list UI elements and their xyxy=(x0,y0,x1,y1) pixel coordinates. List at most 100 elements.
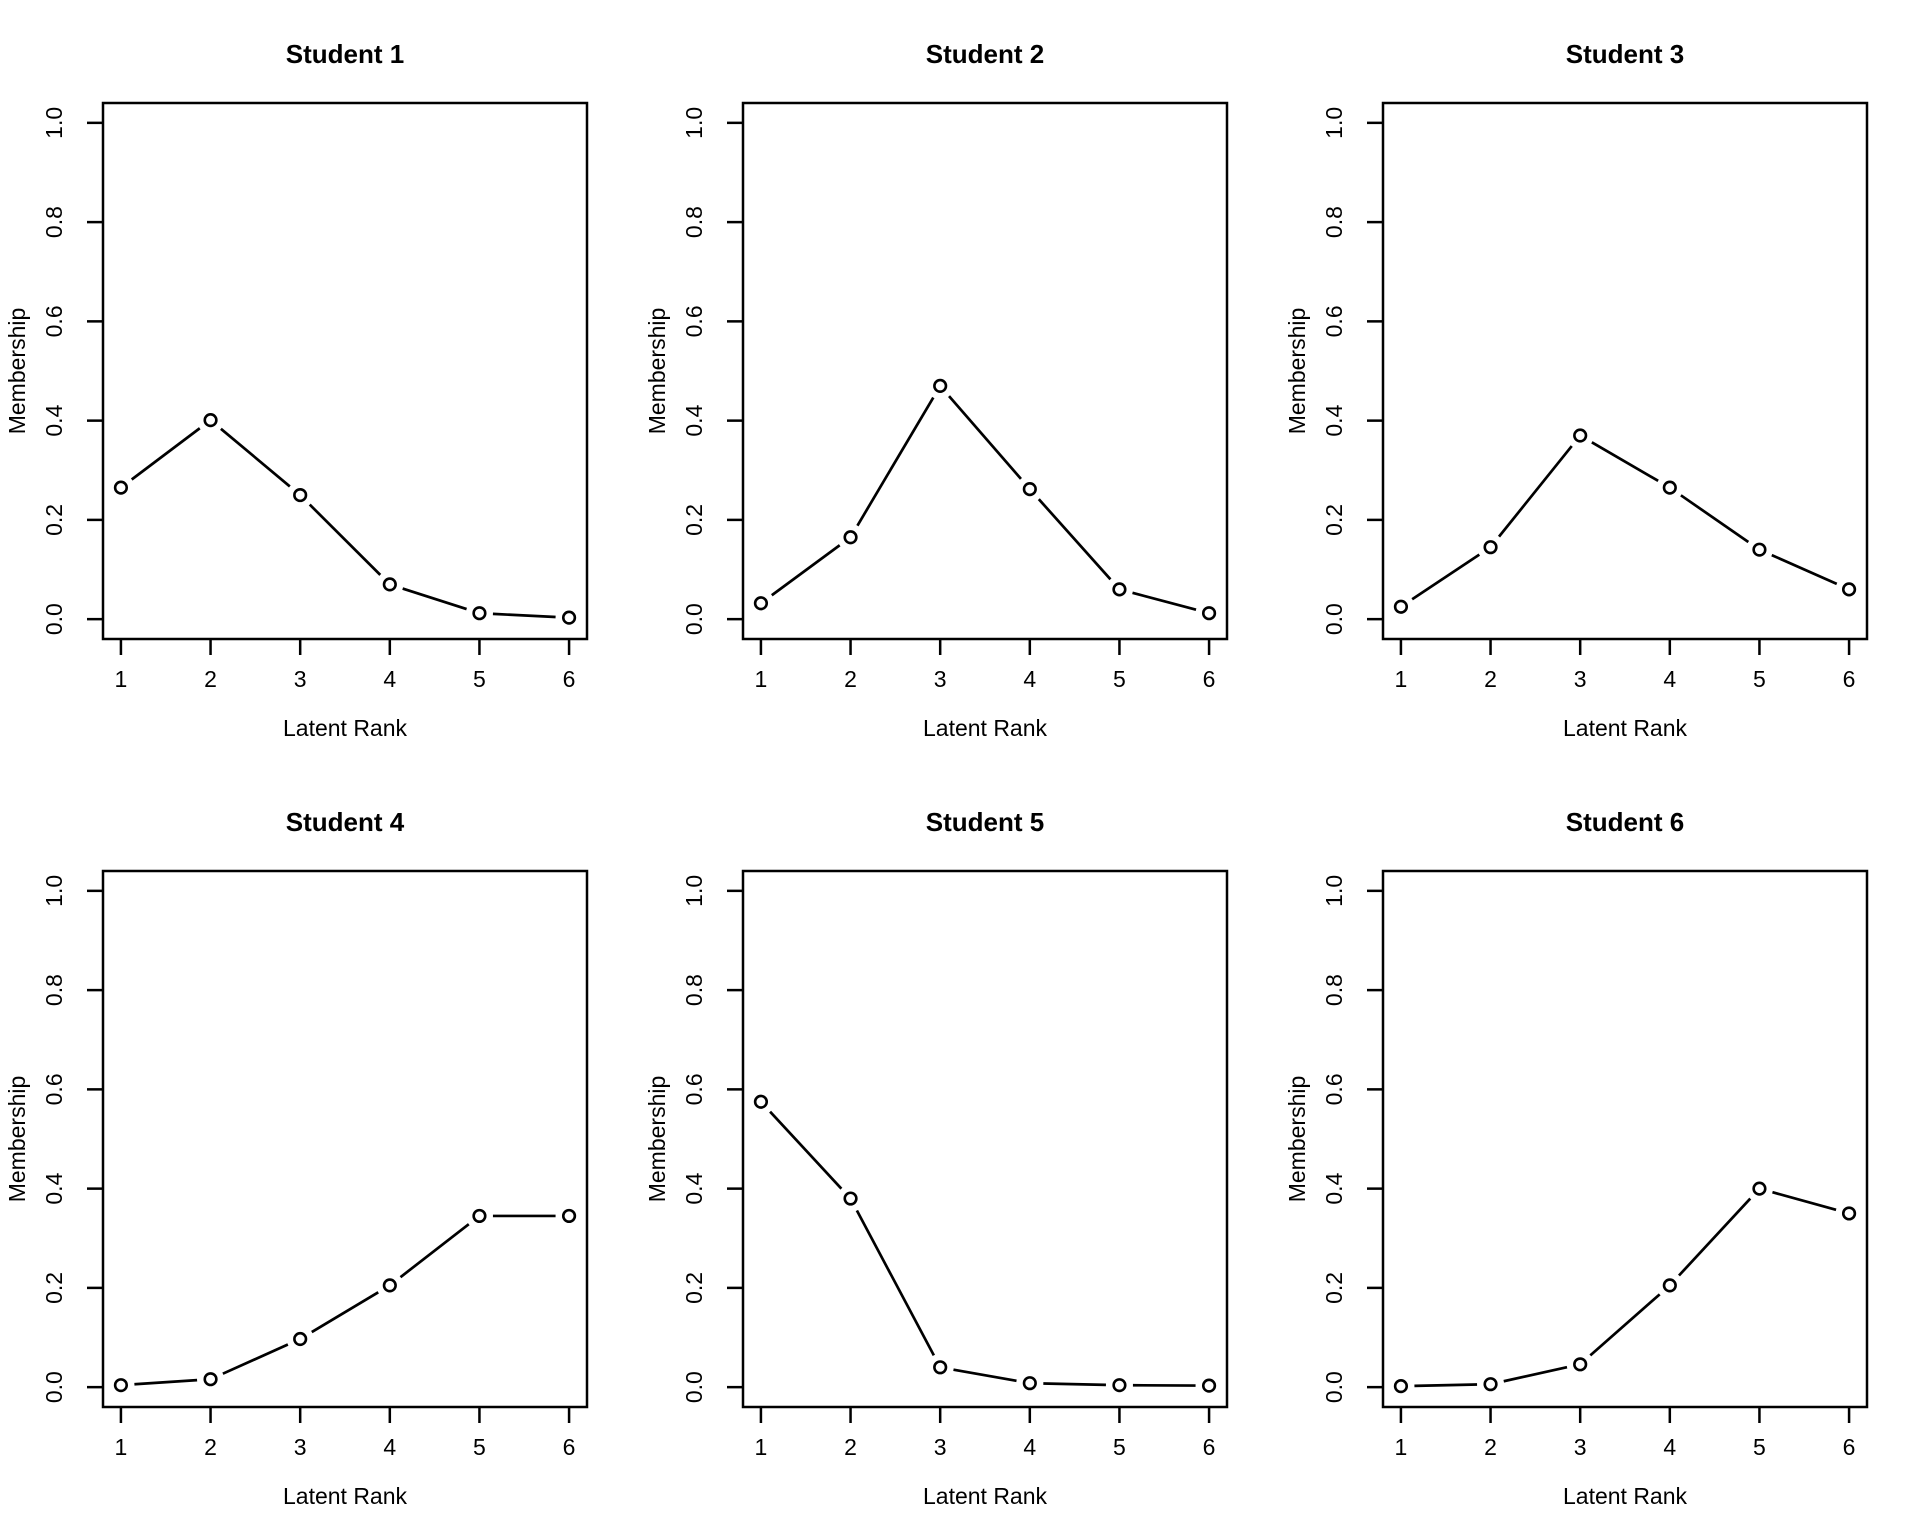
x-tick-label: 3 xyxy=(934,666,947,692)
plot-canvas: 1 2 3 4 5 6 0.0 0.2 0.4 0.6 0.8 1.0 xyxy=(681,101,1229,692)
data-point-marker xyxy=(843,1191,858,1206)
data-point-marker xyxy=(561,1208,577,1224)
y-tick-label: 0.2 xyxy=(681,504,707,536)
data-point-marker xyxy=(561,610,577,625)
y-tick-label: 0.4 xyxy=(681,1172,707,1204)
series-segment xyxy=(1591,441,1659,483)
series-segment xyxy=(953,1368,1017,1383)
x-tick-label: 3 xyxy=(1574,1434,1587,1460)
data-point-marker xyxy=(1573,1357,1588,1372)
plot-canvas: 1 2 3 4 5 6 0.0 0.2 0.4 0.6 0.8 1.0 xyxy=(1321,869,1869,1460)
y-tick-label: 0.2 xyxy=(1321,1272,1347,1304)
x-axis-label: Latent Rank xyxy=(1562,1483,1688,1509)
x-axis-label: Latent Rank xyxy=(922,715,1048,741)
x-axis-label: Latent Rank xyxy=(922,1483,1048,1509)
plot-canvas: 1 2 3 4 5 6 0.0 0.2 0.4 0.6 0.8 1.0 xyxy=(1321,101,1869,692)
plot-canvas: 1 2 3 4 5 6 0.0 0.2 0.4 0.6 0.8 1.0 xyxy=(41,869,589,1460)
y-tick-label: 1.0 xyxy=(41,107,67,139)
data-point-marker xyxy=(203,1372,218,1387)
x-tick-label: 5 xyxy=(1753,1434,1766,1460)
x-tick-label: 4 xyxy=(1023,666,1036,692)
plot-title: Student 1 xyxy=(285,39,405,69)
x-tick-label: 2 xyxy=(1484,1434,1497,1460)
data-point-marker xyxy=(933,1360,948,1375)
y-tick-label: 0.8 xyxy=(41,974,67,1006)
series-segment xyxy=(222,1343,289,1375)
data-point-marker xyxy=(1483,1377,1498,1392)
data-point-marker xyxy=(1112,582,1127,597)
y-tick-label: 1.0 xyxy=(1321,107,1347,139)
data-point-marker xyxy=(1841,1206,1857,1221)
data-point-marker xyxy=(753,596,769,611)
series-segment xyxy=(134,1378,198,1386)
y-tick-label: 0.4 xyxy=(1321,404,1347,436)
x-tick-label: 3 xyxy=(934,1434,947,1460)
plot-box xyxy=(741,101,1229,641)
y-tick-label: 1.0 xyxy=(681,875,707,907)
y-tick-label: 0.2 xyxy=(41,504,67,536)
plot-title: Student 4 xyxy=(285,807,405,837)
x-tick-label: 2 xyxy=(1484,666,1497,692)
x-tick-label: 4 xyxy=(1663,1434,1676,1460)
student-2-plot-panel: 1 2 3 4 5 6 0.0 0.2 0.4 0.6 0.8 1.0 Student 2 Laten… xyxy=(640,0,1280,768)
x-tick-label: 5 xyxy=(473,666,486,692)
y-tick-label: 0.2 xyxy=(681,1272,707,1304)
data-point-marker xyxy=(1022,1376,1037,1391)
y-tick-label: 0.8 xyxy=(1321,974,1347,1006)
x-tick-label: 6 xyxy=(1203,666,1216,692)
series-segment xyxy=(1497,445,1573,538)
series-segment xyxy=(308,503,382,576)
x-tick-label: 3 xyxy=(1574,666,1587,692)
x-tick-label: 5 xyxy=(1753,666,1766,692)
x-axis-label: Latent Rank xyxy=(282,1483,408,1509)
data-point-marker xyxy=(1201,1378,1217,1393)
data-point-marker xyxy=(753,1094,769,1109)
y-tick-label: 1.0 xyxy=(681,107,707,139)
x-tick-label: 1 xyxy=(755,1434,768,1460)
x-tick-label: 2 xyxy=(844,1434,857,1460)
y-tick-label: 0.0 xyxy=(681,1371,707,1403)
x-tick-label: 6 xyxy=(563,666,576,692)
y-tick-label: 0.2 xyxy=(41,1272,67,1304)
y-tick-label: 0.8 xyxy=(1321,206,1347,238)
series-segment xyxy=(948,395,1022,480)
x-tick-label: 6 xyxy=(1203,1434,1216,1460)
data-point-marker xyxy=(843,530,858,545)
x-tick-label: 5 xyxy=(473,1434,486,1460)
x-tick-label: 2 xyxy=(844,666,857,692)
x-tick-label: 6 xyxy=(1843,666,1856,692)
y-tick-label: 0.0 xyxy=(1321,1371,1347,1403)
data-point-marker xyxy=(1841,582,1857,597)
plot-box xyxy=(101,101,589,641)
data-point-marker xyxy=(1573,428,1588,443)
y-axis-label: Membership xyxy=(4,307,30,435)
plot-title: Student 6 xyxy=(1565,807,1685,837)
data-point-marker xyxy=(382,1278,397,1293)
series-segment xyxy=(1043,1382,1106,1387)
series-segment xyxy=(770,544,841,597)
student-4-plot-panel: 1 2 3 4 5 6 0.0 0.2 0.4 0.6 0.8 1.0 Student 4 Laten… xyxy=(0,768,640,1536)
data-point-marker xyxy=(1752,1181,1767,1196)
data-point-marker xyxy=(1112,1378,1127,1393)
series-segment xyxy=(402,587,468,611)
x-tick-label: 4 xyxy=(1023,1434,1036,1460)
data-point-marker xyxy=(1201,606,1217,621)
data-point-marker xyxy=(293,487,308,503)
data-point-marker xyxy=(1662,480,1677,495)
plot-title: Student 2 xyxy=(925,39,1045,69)
x-axis-label: Latent Rank xyxy=(282,715,408,741)
y-tick-label: 0.6 xyxy=(681,1073,707,1105)
series-segment xyxy=(1680,494,1750,544)
data-point-marker xyxy=(472,1208,487,1224)
data-point-marker xyxy=(113,1378,129,1393)
data-point-marker xyxy=(1752,542,1767,557)
plot-title: Student 3 xyxy=(1565,39,1685,69)
x-tick-label: 6 xyxy=(563,1434,576,1460)
series-segment xyxy=(1677,1197,1752,1277)
data-point-marker xyxy=(293,1331,308,1347)
data-point-marker xyxy=(1022,482,1037,497)
x-tick-label: 1 xyxy=(115,666,128,692)
y-tick-label: 0.6 xyxy=(681,305,707,337)
plot-canvas: 1 2 3 4 5 6 0.0 0.2 0.4 0.6 0.8 1.0 xyxy=(41,101,589,692)
y-tick-label: 0.4 xyxy=(41,404,67,436)
